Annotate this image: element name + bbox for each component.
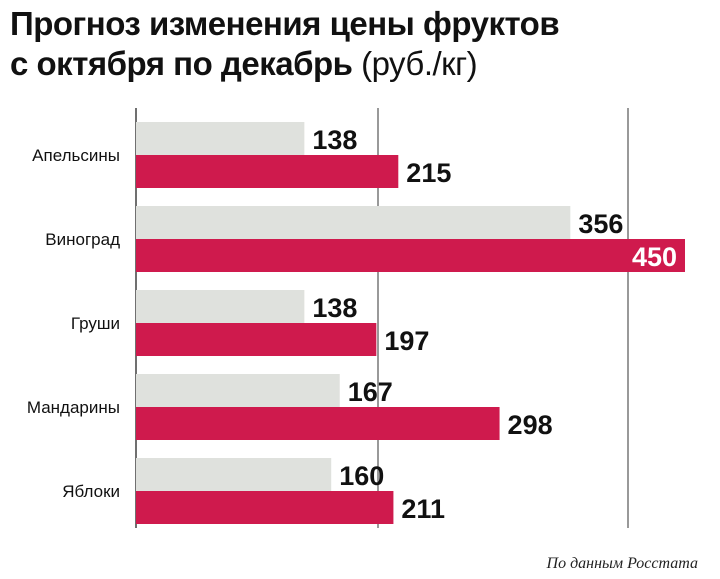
title-line-2: с октября по декабрь (руб./кг) — [10, 44, 710, 84]
category-label: Яблоки — [62, 482, 120, 501]
value-label-october: 160 — [339, 461, 384, 491]
value-label-october: 138 — [312, 293, 357, 323]
bar-october — [136, 122, 305, 155]
bar-december — [136, 239, 685, 272]
bar-december — [136, 155, 399, 188]
source-note: По данным Росстата — [546, 555, 698, 572]
bar-october — [136, 206, 571, 239]
bar-december — [136, 323, 377, 356]
category-label: Мандарины — [27, 398, 120, 417]
category-label: Виноград — [45, 230, 120, 249]
bar-december — [136, 407, 500, 440]
bar-october — [136, 458, 332, 491]
value-label-october: 167 — [348, 377, 393, 407]
title-unit: (руб./кг) — [361, 45, 478, 82]
value-label-october: 356 — [578, 209, 623, 239]
value-label-december: 298 — [508, 410, 553, 440]
chart-title: Прогноз изменения цены фруктов с октября… — [10, 4, 710, 84]
title-line-1: Прогноз изменения цены фруктов — [10, 5, 560, 42]
value-label-october: 138 — [312, 125, 357, 155]
category-label: Груши — [71, 314, 120, 333]
value-label-december: 197 — [384, 326, 429, 356]
category-label: Апельсины — [32, 146, 120, 165]
bar-december — [136, 491, 394, 524]
value-label-december: 450 — [632, 242, 677, 272]
value-label-december: 215 — [406, 158, 451, 188]
bar-october — [136, 374, 340, 407]
bar-october — [136, 290, 305, 323]
title-line-2-text: с октября по декабрь — [10, 45, 353, 82]
bar-chart: Апельсины 138 215 Виноград 356 450 Груши 138 197… — [27, 108, 685, 528]
value-label-december: 211 — [401, 494, 445, 524]
